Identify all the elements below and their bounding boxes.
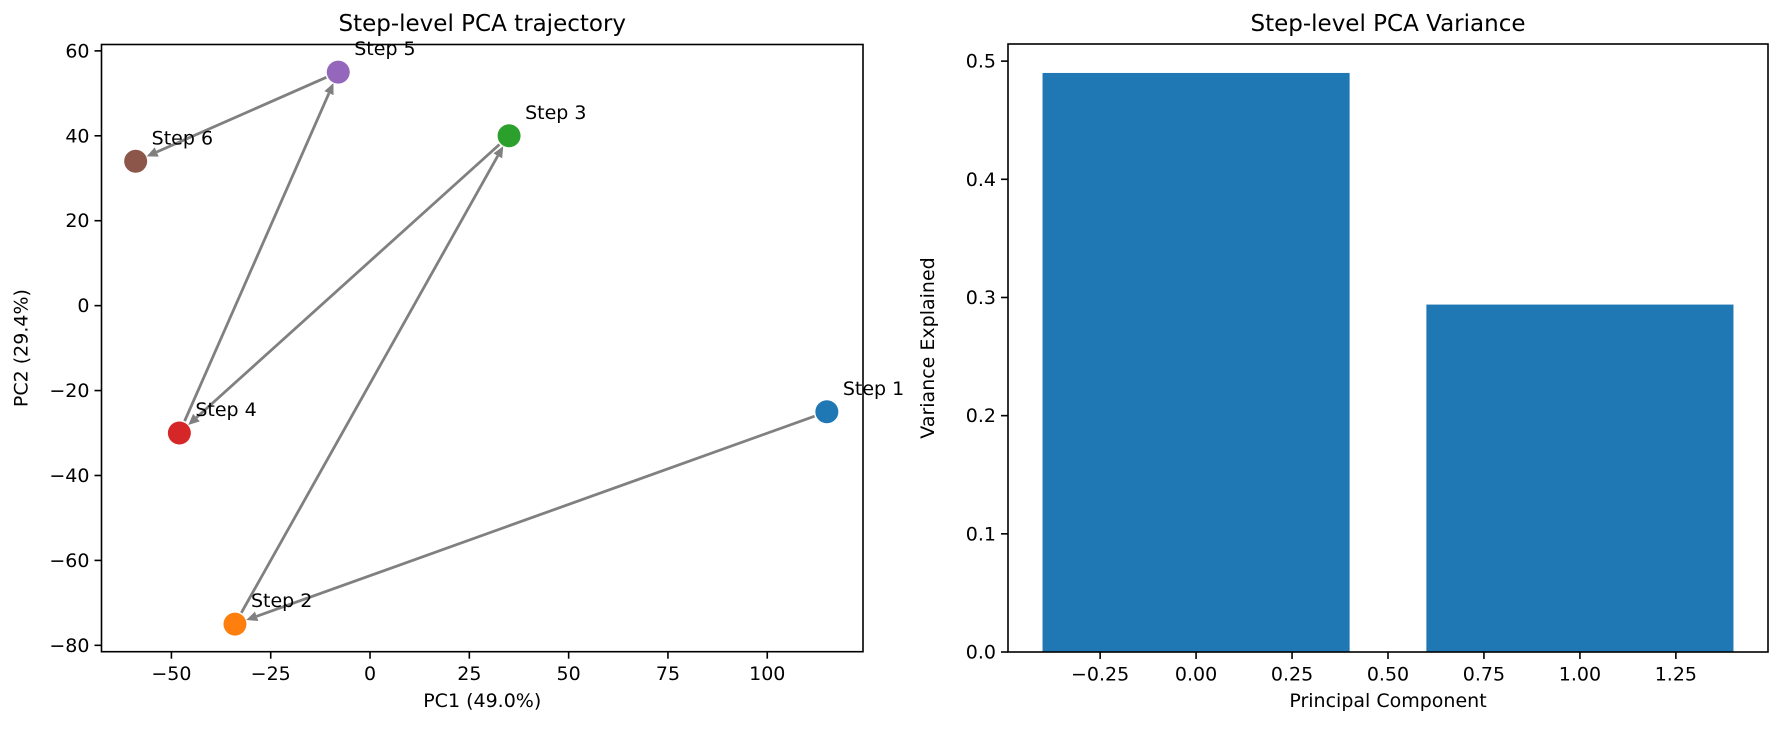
scatter-point-step-2 bbox=[223, 612, 247, 636]
scatter-point-step-1 bbox=[815, 400, 839, 424]
point-label-step-3: Step 3 bbox=[525, 102, 586, 124]
x-axis-label: Principal Component bbox=[1289, 690, 1486, 712]
trajectory-arrowhead bbox=[146, 147, 159, 157]
scatter-point-step-5 bbox=[326, 60, 350, 84]
y-tick-label: 0.1 bbox=[966, 523, 996, 545]
plot-area-border bbox=[100, 43, 864, 653]
y-tick-label: 0.0 bbox=[966, 642, 996, 664]
trajectory-arrow-line bbox=[156, 76, 327, 154]
y-tick-label: −40 bbox=[49, 465, 89, 487]
y-tick-label: 0 bbox=[77, 295, 89, 317]
point-label-step-4: Step 4 bbox=[195, 399, 256, 421]
y-tick-label: 60 bbox=[65, 40, 89, 62]
x-tick-label: 0.25 bbox=[1271, 664, 1313, 686]
trajectory-arrow-line bbox=[256, 414, 816, 618]
x-tick-label: 1.25 bbox=[1655, 664, 1697, 686]
point-label-step-1: Step 1 bbox=[843, 378, 904, 400]
trajectory-arrow-line bbox=[183, 92, 331, 422]
x-tick-label: 0.00 bbox=[1175, 664, 1217, 686]
x-tick-label: −0.25 bbox=[1071, 664, 1129, 686]
trajectory-arrowhead bbox=[188, 413, 200, 425]
y-tick-label: 40 bbox=[65, 125, 89, 147]
point-label-step-5: Step 5 bbox=[354, 38, 415, 60]
trajectory-arrowhead bbox=[246, 611, 259, 622]
x-tick-label: 100 bbox=[749, 663, 785, 685]
x-tick-label: 0.50 bbox=[1367, 664, 1409, 686]
y-tick-label: 20 bbox=[65, 210, 89, 232]
trajectory-arrows bbox=[146, 76, 816, 622]
variance-bar-pc1 bbox=[1042, 72, 1350, 652]
y-tick-label: 0.3 bbox=[966, 287, 996, 309]
y-axis-label: PC2 (29.4%) bbox=[11, 289, 33, 407]
variance-bar-pc2 bbox=[1426, 304, 1734, 652]
point-label-step-6: Step 6 bbox=[152, 127, 213, 149]
x-tick-label: −50 bbox=[151, 663, 191, 685]
trajectory-arrow-line bbox=[195, 143, 501, 419]
chart-title: Step-level PCA trajectory bbox=[338, 11, 626, 37]
x-tick-label: 50 bbox=[557, 663, 581, 685]
x-tick-label: −25 bbox=[251, 663, 291, 685]
trajectory-arrow-line bbox=[240, 155, 500, 614]
x-axis-label: PC1 (49.0%) bbox=[423, 690, 541, 712]
y-tick-label: 0.4 bbox=[966, 169, 996, 191]
point-label-step-2: Step 2 bbox=[251, 590, 312, 612]
pca-variance-chart: −0.25 0.00 0.25 0.50 0.75 1.00 1.25 0.0 0.1 0.2 0.… bbox=[917, 11, 1769, 712]
x-tick-label: 0.75 bbox=[1463, 664, 1505, 686]
x-tick-label: 25 bbox=[457, 663, 481, 685]
scatter-point-step-3 bbox=[497, 124, 521, 148]
y-axis-label: Variance Explained bbox=[917, 257, 939, 438]
y-tick-label: −60 bbox=[49, 550, 89, 572]
scatter-point-step-6 bbox=[124, 149, 148, 173]
x-tick-label: 0 bbox=[364, 663, 376, 685]
y-tick-label: 0.2 bbox=[966, 405, 996, 427]
chart-title: Step-level PCA Variance bbox=[1250, 11, 1525, 37]
x-tick-label: 1.00 bbox=[1559, 664, 1601, 686]
pca-trajectory-chart: Step 1 Step 2 Step 3 Step 4 Step 5 Step 6 −50 −… bbox=[11, 11, 905, 712]
x-tick-label: 75 bbox=[656, 663, 680, 685]
trajectory-arrowhead bbox=[324, 83, 334, 96]
y-tick-label: 0.5 bbox=[966, 51, 996, 73]
trajectory-arrowhead bbox=[493, 146, 504, 159]
y-tick-label: −20 bbox=[49, 380, 89, 402]
y-tick-label: −80 bbox=[49, 635, 89, 657]
scatter-point-step-4 bbox=[167, 421, 191, 445]
